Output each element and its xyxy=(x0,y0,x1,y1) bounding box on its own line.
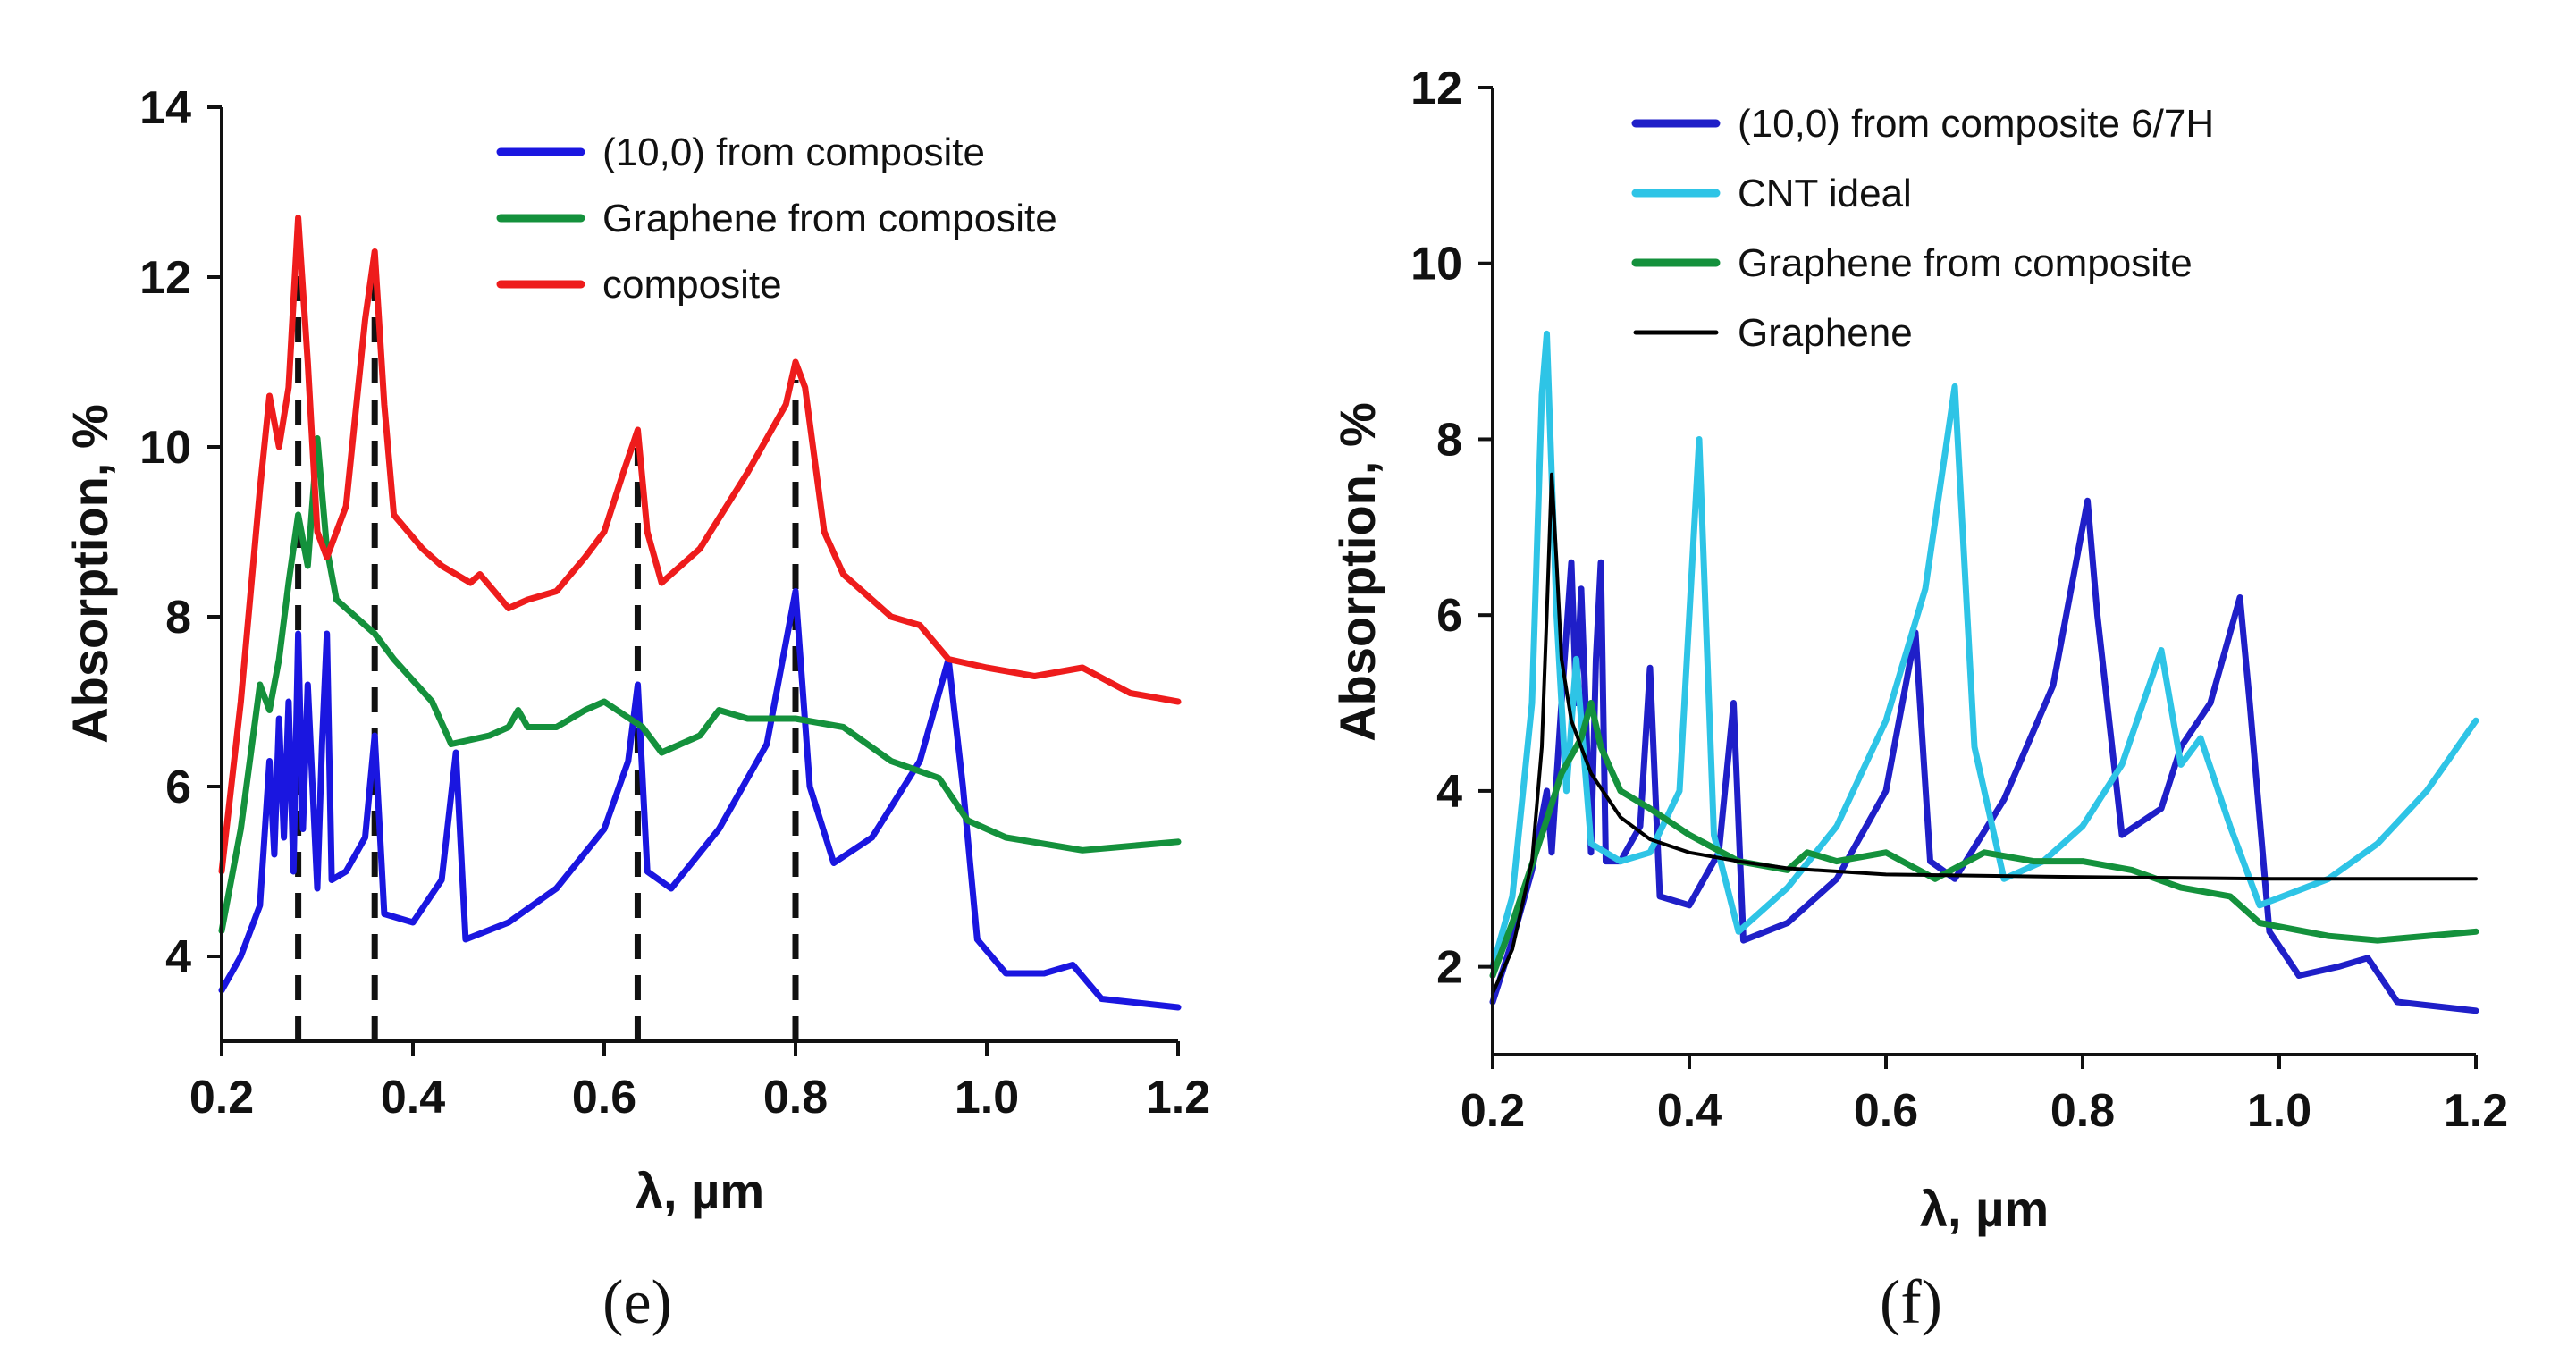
panel-label-e: (e) xyxy=(602,1268,672,1337)
x-tick-label: 0.8 xyxy=(2050,1085,2115,1137)
series-line-1 xyxy=(218,588,1182,1011)
x-tick-label: 1.0 xyxy=(2247,1085,2311,1137)
series-line-2 xyxy=(1489,330,2479,971)
legend-label: (10,0) from composite xyxy=(602,130,985,174)
legend-f: (10,0) from composite 6/7H CNT ideal Graph… xyxy=(1631,102,2214,355)
y-tick-label: 10 xyxy=(1410,239,1462,290)
x-axis-title-f: λ, µm xyxy=(1920,1181,2049,1237)
y-tick-label: 6 xyxy=(1436,590,1462,642)
x-tick-label: 1.2 xyxy=(1146,1072,1210,1124)
y-tick-label: 12 xyxy=(139,252,191,304)
x-tick-label: 0.2 xyxy=(1461,1085,1525,1137)
y-tick-label: 6 xyxy=(165,762,191,813)
x-axis-title-e: λ, µm xyxy=(636,1163,764,1219)
legend-label: composite xyxy=(602,263,782,307)
y-tick-label: 10 xyxy=(139,422,191,474)
x-tick-label: 0.2 xyxy=(189,1072,254,1124)
legend-label: Graphene xyxy=(1738,311,1913,355)
legend-label: Graphene from composite xyxy=(1738,241,2193,285)
x-tick-label: 0.6 xyxy=(572,1072,636,1124)
x-tick-label: 0.8 xyxy=(763,1072,828,1124)
y-tick-label: 12 xyxy=(1410,63,1462,114)
panel-label-f: (f) xyxy=(1880,1268,1942,1337)
y-tick-label: 4 xyxy=(165,931,191,983)
y-tick-label: 8 xyxy=(165,592,191,644)
y-axis-title-f: Absorption, % xyxy=(1329,402,1385,742)
series-line-4 xyxy=(1491,472,2478,996)
series-group-f xyxy=(1489,330,2479,1014)
legend-label: Graphene from composite xyxy=(602,197,1057,240)
x-tick-label: 0.4 xyxy=(381,1072,445,1124)
series-group-e xyxy=(218,215,1182,1011)
series-line-3 xyxy=(1489,700,2479,979)
series-line-2 xyxy=(218,435,1182,934)
ticks-f: 0.2 0.4 0.6 0.8 1.0 1.2 2 4 6 8 10 12 xyxy=(1410,63,2508,1137)
chart-panel-f: 0.2 0.4 0.6 0.8 1.0 1.2 2 4 6 8 10 12 λ, µm Absorpt… xyxy=(1329,63,2508,1337)
series-line-3 xyxy=(218,215,1182,875)
x-tick-label: 1.0 xyxy=(955,1072,1019,1124)
ticks-e: 0.2 0.4 0.6 0.8 1.0 1.2 4 6 8 10 12 14 xyxy=(139,82,1210,1124)
chart-panel-e: 0.2 0.4 0.6 0.8 1.0 1.2 4 6 8 10 12 14 λ, µm Absorp… xyxy=(62,82,1210,1337)
legend-label: (10,0) from composite 6/7H xyxy=(1738,102,2214,146)
x-tick-label: 1.2 xyxy=(2444,1085,2508,1137)
y-tick-label: 2 xyxy=(1436,942,1462,994)
legend-e: (10,0) from composite Graphene from compo… xyxy=(496,130,1057,307)
y-tick-label: 14 xyxy=(139,82,191,134)
x-tick-label: 0.6 xyxy=(1854,1085,1918,1137)
legend-label: CNT ideal xyxy=(1738,172,1912,215)
x-tick-label: 0.4 xyxy=(1657,1085,1722,1137)
y-axis-title-e: Absorption, % xyxy=(62,404,118,744)
y-tick-label: 4 xyxy=(1436,766,1462,818)
y-tick-label: 8 xyxy=(1436,414,1462,466)
